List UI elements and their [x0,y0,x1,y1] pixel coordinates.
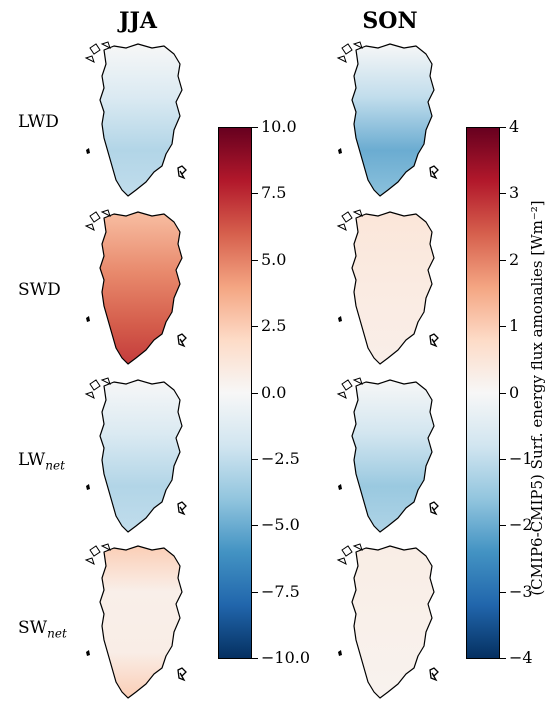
coastline-islands [84,209,111,231]
colorbar-tick-label: 3 [509,183,520,203]
coastline-islands [336,377,363,399]
colorbar-tick-label: 7.5 [261,183,287,203]
coastline-islands [84,41,111,63]
west-island [86,148,90,154]
east-island [429,667,439,682]
greenland-field [351,43,435,197]
colorbar-tick [252,326,258,328]
colorbar-tick-label: 0.0 [261,382,287,402]
colorbar-son [466,127,500,659]
row-label-swd: SWD [18,280,61,300]
colorbar-tick [252,525,258,527]
row-label-lwnet: LWnet [18,450,65,473]
map-lwnet-son [336,377,439,533]
east-island [429,501,439,516]
colorbar-tick [252,193,258,195]
colorbar-tick [252,591,258,593]
coastline-islands [336,209,363,231]
colorbar-tick [252,127,258,128]
colorbar-tick [500,127,506,128]
east-island [177,667,187,682]
map-swnet-son [336,543,439,699]
west-island [86,316,90,322]
greenland-field [99,211,183,365]
greenland-field [351,379,435,533]
colorbar-tick [500,458,506,460]
map-lwd-son [336,41,439,197]
colorbar-tick [252,259,258,261]
colorbar-tick [500,259,506,261]
colorbar-tick [252,658,258,659]
column-title-son: SON [362,8,418,34]
row-label-swnet: SWnet [18,618,67,641]
coastline-islands [84,377,111,399]
colorbar-tick-label: −2 [509,515,533,535]
map-swnet-jja [84,543,187,699]
west-island [338,316,342,322]
colorbar-tick [500,591,506,593]
colorbar-tick [500,326,506,328]
colorbar-tick-label: 2.5 [261,316,287,336]
west-island [338,148,342,154]
map-lwd-jja [84,41,187,197]
west-island [338,484,342,490]
colorbar-tick-label: −1 [509,448,533,468]
colorbar-tick [252,392,258,394]
colorbar-tick-label: 5.0 [261,249,287,269]
colorbar-jja [218,127,252,659]
east-island [177,165,187,180]
colorbar-tick [500,658,506,659]
greenland-field [99,545,183,699]
west-island [338,650,342,656]
map-swd-jja [84,209,187,365]
greenland-field [99,379,183,533]
coastline-islands [336,41,363,63]
colorbar-tick [500,193,506,195]
colorbar-tick [500,525,506,527]
colorbar-tick-label: −2.5 [261,448,300,468]
row-label-lwd: LWD [18,112,59,132]
east-island [429,333,439,348]
colorbar-tick-label: −7.5 [261,581,300,601]
east-island [429,165,439,180]
colorbar-tick-label: 4 [509,117,520,136]
greenland-field [351,211,435,365]
east-island [177,501,187,516]
colorbar-tick-label: 2 [509,249,520,269]
colorbar-tick-label: 0 [509,382,520,402]
colorbar-tick-label: −10.0 [261,648,311,667]
east-island [177,333,187,348]
greenland-field [99,43,183,197]
coastline-islands [84,543,111,565]
west-island [86,484,90,490]
map-swd-son [336,209,439,365]
west-island [86,650,90,656]
colorbar-tick-label: −3 [509,581,533,601]
colorbar-tick-label: 10.0 [261,117,297,136]
colorbar-tick-label: −4 [509,648,533,667]
map-lwnet-jja [84,377,187,533]
coastline-islands [336,543,363,565]
column-title-jja: JJA [119,8,157,34]
greenland-field [351,545,435,699]
colorbar-tick-label: 1 [509,316,520,336]
colorbar-label: (CMIP6-CMIP5) Surf. energy flux amonalie… [528,200,546,596]
colorbar-tick [252,458,258,460]
colorbar-tick [500,392,506,394]
colorbar-tick-label: −5.0 [261,515,300,535]
